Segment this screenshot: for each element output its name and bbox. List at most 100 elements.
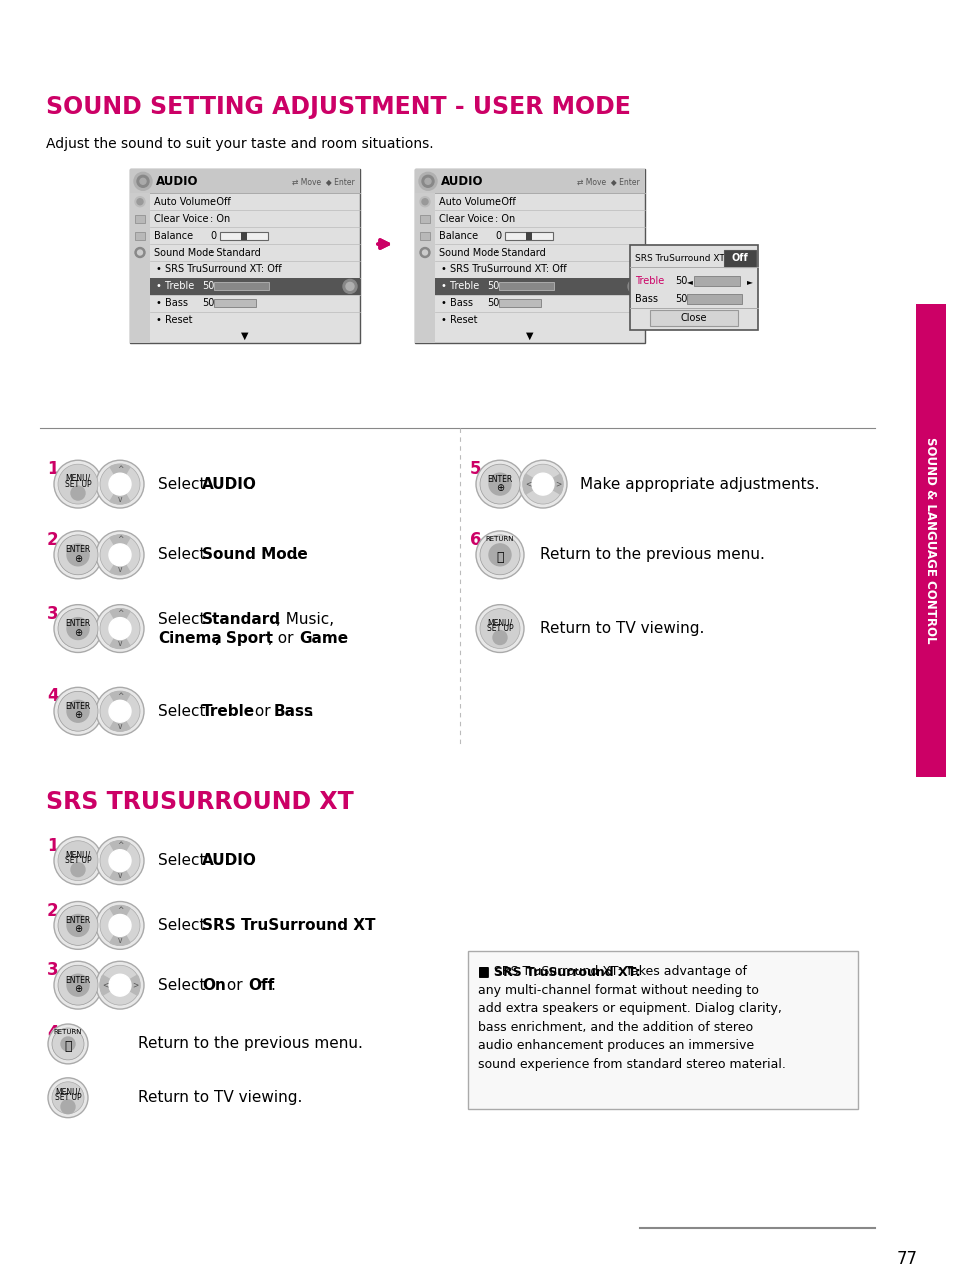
FancyBboxPatch shape (419, 215, 430, 223)
Text: SET UP: SET UP (65, 856, 91, 865)
Circle shape (421, 198, 428, 205)
Wedge shape (110, 485, 130, 504)
Text: RETURN: RETURN (485, 536, 514, 542)
Text: or: or (222, 978, 247, 992)
Text: 0: 0 (210, 230, 216, 240)
FancyBboxPatch shape (525, 232, 532, 239)
Text: v: v (117, 936, 122, 945)
Text: ^: ^ (116, 692, 123, 701)
Text: .: . (270, 978, 274, 992)
Text: ⊕: ⊕ (74, 627, 82, 637)
Circle shape (54, 604, 102, 653)
Wedge shape (110, 536, 130, 555)
Text: ENTER: ENTER (487, 474, 512, 483)
Text: 50: 50 (202, 299, 214, 308)
Circle shape (58, 464, 98, 504)
Circle shape (135, 248, 145, 257)
Text: Select: Select (158, 612, 211, 627)
Circle shape (71, 486, 85, 500)
Text: Close: Close (680, 313, 706, 323)
Text: 50: 50 (675, 276, 687, 286)
Wedge shape (110, 861, 130, 880)
Text: Select: Select (158, 978, 211, 992)
Text: SRS TRUSURROUND XT: SRS TRUSURROUND XT (46, 790, 354, 814)
Circle shape (522, 464, 562, 504)
Circle shape (630, 282, 639, 290)
Text: Game: Game (298, 631, 348, 646)
Circle shape (96, 687, 144, 735)
Text: ⇄ Move  ◆ Enter: ⇄ Move ◆ Enter (292, 177, 355, 186)
FancyBboxPatch shape (135, 215, 145, 223)
Circle shape (135, 197, 145, 206)
Text: 5: 5 (470, 460, 481, 478)
Text: 1: 1 (47, 837, 58, 855)
Circle shape (96, 530, 144, 579)
Text: ⌒: ⌒ (64, 1040, 71, 1053)
FancyBboxPatch shape (415, 169, 644, 193)
Circle shape (54, 687, 102, 735)
Text: ^: ^ (116, 609, 123, 618)
Circle shape (476, 530, 523, 579)
Text: ▼: ▼ (241, 331, 249, 341)
FancyBboxPatch shape (686, 294, 741, 304)
Circle shape (52, 1028, 84, 1060)
Circle shape (532, 473, 554, 495)
Text: MENU/: MENU/ (66, 473, 91, 482)
Circle shape (137, 251, 142, 254)
Text: ^: ^ (116, 906, 123, 915)
Text: Balance: Balance (438, 230, 477, 240)
Text: .: . (308, 703, 313, 719)
Text: : Standard: : Standard (495, 248, 545, 257)
Text: 0: 0 (495, 230, 500, 240)
Text: • Treble: • Treble (440, 281, 478, 291)
Circle shape (109, 473, 131, 495)
Text: ■ SRS TruSurround XT: Takes advantage of
any multi-channel format without needin: ■ SRS TruSurround XT: Takes advantage of… (477, 965, 785, 1071)
Circle shape (140, 178, 146, 184)
FancyBboxPatch shape (468, 951, 857, 1109)
Text: ⇄ Move  ◆ Enter: ⇄ Move ◆ Enter (577, 177, 639, 186)
Text: • SRS TruSurround XT: Off: • SRS TruSurround XT: Off (156, 265, 281, 275)
Text: 3: 3 (47, 962, 58, 979)
Circle shape (419, 197, 430, 206)
Circle shape (58, 536, 98, 575)
Circle shape (100, 691, 140, 731)
Text: ^: ^ (116, 841, 123, 850)
Text: v: v (117, 495, 122, 504)
Text: or: or (250, 703, 275, 719)
Text: ⊕: ⊕ (496, 483, 503, 494)
Text: ◄: ◄ (686, 277, 692, 286)
Circle shape (96, 902, 144, 949)
Text: ⊕: ⊕ (74, 553, 82, 563)
Text: 1: 1 (47, 460, 58, 478)
Circle shape (58, 691, 98, 731)
Text: 50: 50 (486, 281, 498, 291)
Circle shape (61, 1037, 75, 1051)
Text: 4: 4 (47, 687, 58, 706)
Text: SET UP: SET UP (65, 480, 91, 488)
Wedge shape (110, 555, 130, 575)
Text: Return to TV viewing.: Return to TV viewing. (138, 1090, 302, 1105)
FancyBboxPatch shape (130, 193, 150, 342)
FancyBboxPatch shape (150, 277, 359, 295)
Circle shape (479, 536, 519, 575)
FancyBboxPatch shape (415, 193, 435, 342)
Text: SRS TruSurround XT: SRS TruSurround XT (202, 918, 375, 932)
Wedge shape (120, 976, 140, 995)
Circle shape (109, 701, 131, 722)
Text: Select: Select (158, 854, 211, 869)
Text: Treble: Treble (635, 276, 663, 286)
Circle shape (96, 460, 144, 508)
Text: • Treble: • Treble (156, 281, 194, 291)
Circle shape (54, 902, 102, 949)
FancyBboxPatch shape (419, 232, 430, 239)
Text: v: v (117, 565, 122, 574)
FancyBboxPatch shape (220, 232, 268, 239)
Text: , Sport: , Sport (214, 631, 273, 646)
Circle shape (71, 862, 85, 876)
Text: ■ SRS TruSurround XT:: ■ SRS TruSurround XT: (477, 965, 640, 978)
Text: , Music,: , Music, (275, 612, 334, 627)
Circle shape (67, 974, 89, 996)
Text: ENTER: ENTER (66, 619, 91, 628)
Circle shape (109, 974, 131, 996)
Text: Adjust the sound to suit your taste and room situations.: Adjust the sound to suit your taste and … (46, 137, 434, 151)
